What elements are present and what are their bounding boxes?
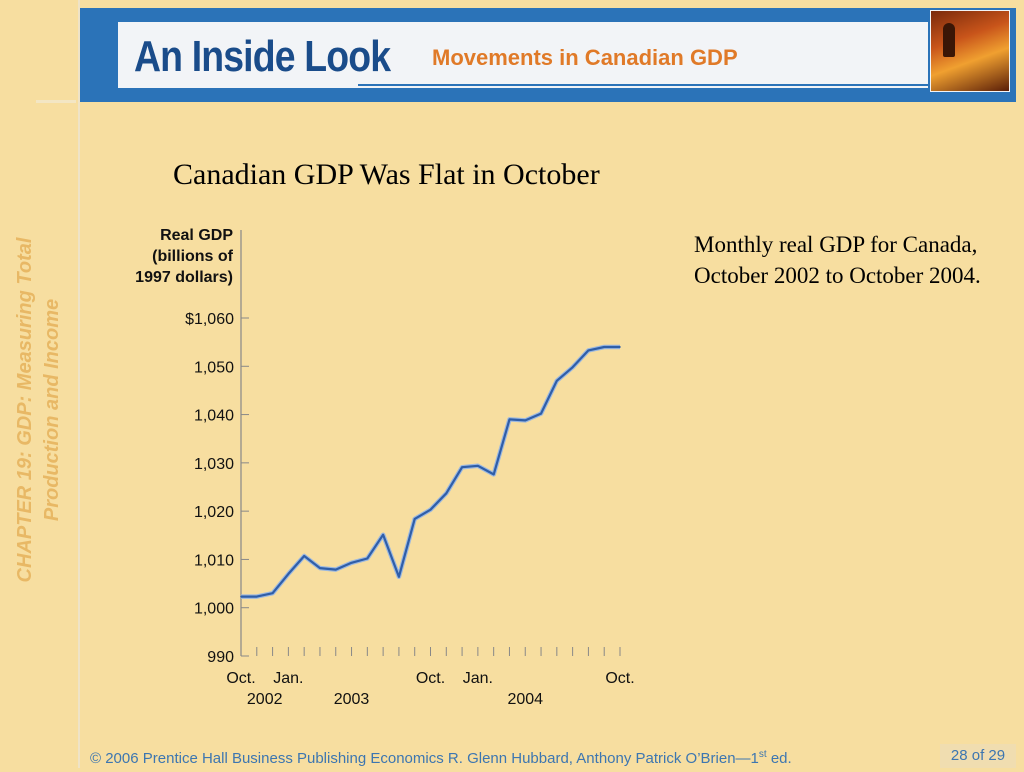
x-tick-label: Jan. — [463, 670, 493, 687]
y-axis-title: Real GDP (billions of 1997 dollars) — [135, 227, 234, 286]
y-axis-ticks: $1,060 1,050 1,040 1,030 1,020 1,010 1,000 990 — [185, 311, 249, 666]
x-year-label: 2004 — [507, 691, 543, 708]
gdp-data-point — [255, 595, 258, 598]
x-tick-label: Oct. — [416, 670, 445, 687]
y-axis-title-line: (billions of — [152, 248, 234, 265]
x-tick-label: Oct. — [605, 670, 634, 687]
series-group — [240, 344, 621, 599]
y-tick-label: 1,030 — [194, 456, 234, 473]
banner-underline — [358, 84, 928, 86]
gdp-data-point — [382, 534, 384, 536]
gdp-data-point — [334, 568, 337, 571]
footer-text: © 2006 Prentice Hall Business Publishing… — [90, 750, 759, 767]
gdp-data-point — [429, 508, 432, 511]
gdp-data-point — [603, 346, 606, 348]
y-tick-label: 1,020 — [194, 504, 234, 521]
x-year-label: 2003 — [334, 691, 370, 708]
gdp-line-chart: Real GDP (billions of 1997 dollars) $1,060… — [135, 227, 635, 708]
x-axis-ticks — [240, 647, 621, 656]
banner-title: An Inside Look — [134, 32, 391, 81]
y-tick-label: 1,000 — [194, 601, 234, 618]
sidebar-divider — [36, 100, 76, 103]
gdp-data-point — [350, 562, 353, 564]
gdp-data-point — [492, 473, 495, 476]
gdp-data-point — [319, 567, 321, 569]
gdp-series-line — [241, 345, 620, 598]
gdp-data-point — [271, 592, 274, 595]
y-tick-label: 1,040 — [194, 408, 234, 425]
banner-subtitle: Movements in Canadian GDP — [432, 45, 738, 70]
sidebar: CHAPTER 19: GDP: Measuring Total Product… — [0, 0, 80, 768]
slide-title: Canadian GDP Was Flat in October — [173, 158, 600, 191]
gdp-data-point — [556, 379, 558, 382]
y-axis-title-line: 1997 dollars) — [135, 269, 233, 286]
y-tick-label: $1,060 — [185, 311, 234, 328]
gdp-data-point — [303, 555, 305, 557]
y-tick-label: 1,050 — [194, 359, 234, 376]
photo-figure — [943, 23, 955, 57]
gdp-data-point — [398, 576, 400, 578]
gdp-data-point — [524, 419, 527, 422]
gdp-series-line-halo — [241, 344, 620, 599]
gdp-data-point — [540, 412, 542, 415]
footer: © 2006 Prentice Hall Business Publishing… — [80, 742, 945, 768]
header-banner: An Inside Look Movements in Canadian GDP — [80, 8, 1016, 102]
banner-panel — [118, 22, 928, 88]
footer-text-end: ed. — [766, 750, 792, 767]
x-tick-label: Oct. — [226, 670, 255, 687]
x-year-label: 2002 — [247, 691, 283, 708]
y-tick-label: 990 — [207, 649, 234, 666]
gdp-data-point — [366, 557, 369, 560]
banner-photo — [930, 10, 1010, 92]
footer-superscript: st — [758, 749, 767, 760]
y-tick-label: 1,010 — [194, 552, 234, 569]
x-tick-label: Jan. — [273, 670, 303, 687]
gdp-data-point — [477, 464, 479, 467]
gdp-data-point — [445, 492, 448, 495]
gdp-data-point — [461, 466, 463, 469]
x-axis-labels: Oct. Jan. Oct. Jan. Oct. 2002 2003 2004 — [226, 670, 634, 708]
y-axis-title-line: Real GDP — [160, 227, 233, 244]
chart-caption: Monthly real GDP for Canada, October 200… — [694, 232, 981, 288]
gdp-data-point — [587, 349, 590, 352]
page-number: 28 of 29 — [940, 744, 1016, 768]
gdp-data-point — [413, 518, 416, 520]
gdp-data-point — [240, 595, 242, 598]
gdp-data-point — [571, 366, 574, 369]
gdp-data-point — [619, 346, 621, 348]
gdp-data-point — [508, 418, 511, 421]
gdp-data-point — [287, 573, 290, 575]
